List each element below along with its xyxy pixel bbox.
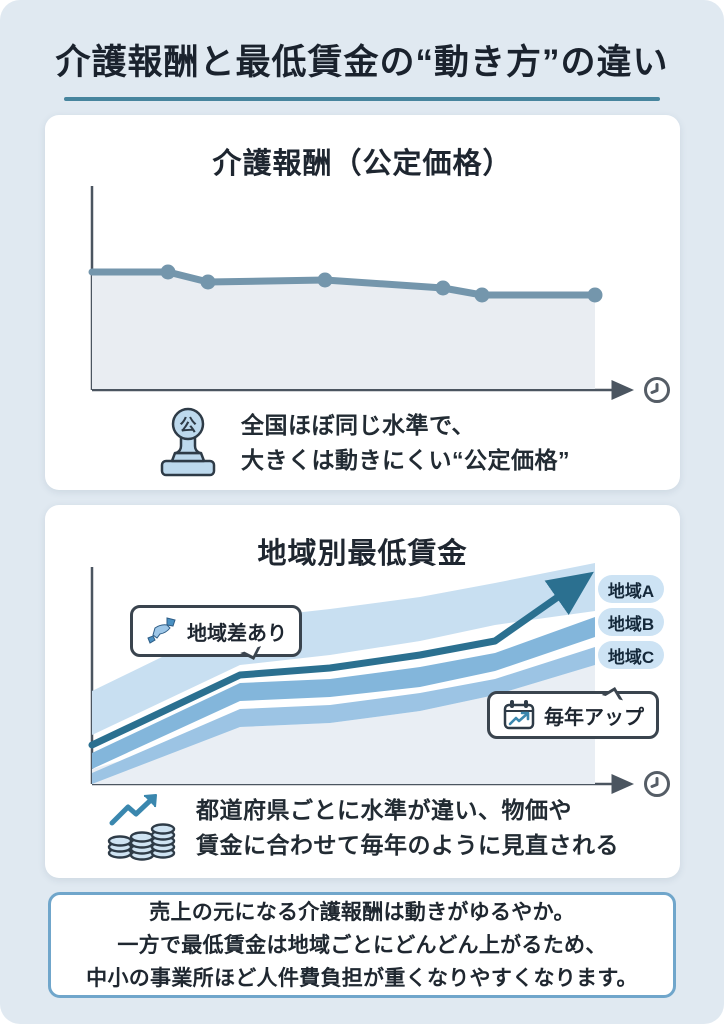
title-underline: [64, 97, 660, 101]
public-stamp-icon: 公: [160, 407, 216, 477]
card2-caption-text: 都道府県ごとに水準が違い、物価や 賃金に合わせて毎年のように見直される: [196, 793, 619, 863]
region-b-label: 地域B: [598, 608, 664, 636]
clock-icon: [644, 771, 670, 797]
card1-caption-line2: 大きくは動きにくい“公定価格”: [240, 447, 571, 473]
annual-up-bubble-text: 毎年アップ: [544, 706, 644, 729]
card1-caption-line1: 全国ほぼ同じ水準で、: [240, 412, 476, 438]
region-gap-bubble-text: 地域差あり: [187, 622, 287, 645]
card2-caption: 都道府県ごとに水準が違い、物価や 賃金に合わせて毎年のように見直される: [45, 793, 680, 863]
summary-line2: 一方で最低賃金は地域ごとにどんどん上がるため、: [117, 933, 607, 957]
rising-bands-chart-svg: [88, 563, 670, 797]
summary-line3: 中小の事業所ほど人件費負担が重くなりやすくなります。: [86, 966, 638, 990]
card-kaigo-housyu: 介護報酬（公定価格） 公 全国ほぼ同じ水準: [45, 115, 680, 490]
card2-title: 地域別最低賃金: [257, 538, 468, 570]
region-c-label: 地域C: [598, 641, 664, 669]
coins-rise-icon: [107, 794, 176, 861]
card1-caption: 公 全国ほぼ同じ水準で、 大きくは動きにくい“公定価格”: [45, 405, 680, 481]
card-minimum-wage: 地域別最低賃金 地域A 地域B 地域C: [45, 505, 680, 878]
region-a-label: 地域A: [598, 575, 664, 603]
summary-box: 売上の元になる介護報酬は動きがゆるやか。 一方で最低賃金は地域ごとにどんどん上が…: [48, 892, 676, 998]
flat-line-chart-svg: [88, 186, 670, 403]
japan-map-icon: [147, 617, 176, 644]
card2-caption-line2: 賃金に合わせて毎年のように見直される: [196, 832, 619, 858]
rising-bands-chart: [83, 563, 677, 808]
flat-line-chart: [83, 182, 677, 412]
summary-line1: 売上の元になる介護報酬は動きがゆるやか。: [149, 900, 575, 924]
card2-caption-line1: 都道府県ごとに水準が違い、物価や: [196, 797, 572, 823]
page-title: 介護報酬と最低賃金の“動き方”の違い: [55, 43, 669, 82]
header: 介護報酬と最低賃金の“動き方”の違い: [0, 34, 724, 101]
svg-text:公: 公: [179, 416, 196, 435]
annual-up-bubble: 毎年アップ: [487, 691, 659, 739]
clock-icon: [644, 377, 670, 403]
card1-title: 介護報酬（公定価格）: [212, 148, 513, 180]
region-gap-bubble: 地域差あり: [130, 605, 302, 657]
card1-caption-text: 全国ほぼ同じ水準で、 大きくは動きにくい“公定価格”: [241, 408, 570, 478]
calendar-up-icon: [503, 700, 535, 730]
